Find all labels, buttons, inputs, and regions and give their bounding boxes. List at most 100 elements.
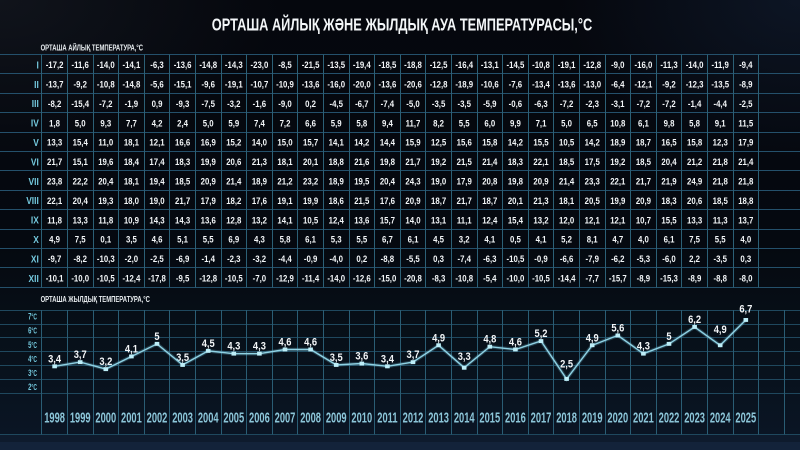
svg-text:4,0: 4,0 (740, 234, 751, 245)
svg-text:-21,5: -21,5 (302, 59, 320, 70)
svg-text:14,0: 14,0 (252, 137, 267, 148)
svg-text:23,8: 23,8 (47, 176, 62, 187)
svg-text:5,0: 5,0 (203, 118, 214, 129)
svg-text:2011: 2011 (377, 409, 397, 426)
svg-text:13,3: 13,3 (47, 137, 62, 148)
svg-text:5,5: 5,5 (459, 118, 470, 129)
svg-text:8,1: 8,1 (587, 234, 598, 245)
svg-text:-2,3: -2,3 (585, 98, 599, 109)
svg-text:3,7: 3,7 (74, 349, 87, 361)
svg-text:16,5: 16,5 (661, 137, 676, 148)
svg-text:21,7: 21,7 (457, 195, 472, 206)
svg-text:21,4: 21,4 (738, 156, 753, 167)
svg-text:2,4: 2,4 (177, 118, 188, 129)
svg-text:20,4: 20,4 (661, 156, 676, 167)
svg-text:-13,5: -13,5 (327, 59, 345, 70)
svg-text:2005: 2005 (223, 409, 244, 426)
svg-text:2008: 2008 (300, 409, 321, 426)
svg-text:-16,0: -16,0 (635, 59, 653, 70)
svg-text:-3,1: -3,1 (611, 98, 625, 109)
svg-text:4,2: 4,2 (152, 118, 163, 129)
svg-text:18,2: 18,2 (226, 195, 241, 206)
svg-text:-1,4: -1,4 (201, 253, 215, 264)
svg-text:2024: 2024 (710, 409, 731, 426)
svg-text:ОРТАША АЙЛЫҚ ТЕМПЕРАТУРА,°С: ОРТАША АЙЛЫҚ ТЕМПЕРАТУРА,°С (41, 42, 143, 52)
svg-text:-18,8: -18,8 (404, 59, 422, 70)
svg-text:-19,4: -19,4 (353, 59, 371, 70)
svg-text:-12,6: -12,6 (353, 273, 371, 284)
svg-text:21,8: 21,8 (738, 176, 753, 187)
svg-text:-4,4: -4,4 (278, 253, 292, 264)
svg-text:-6,9: -6,9 (176, 253, 190, 264)
svg-text:22,1: 22,1 (47, 195, 62, 206)
svg-text:-2,3: -2,3 (227, 253, 241, 264)
svg-text:-16,4: -16,4 (455, 59, 473, 70)
svg-text:5,5: 5,5 (203, 234, 214, 245)
svg-text:-13,6: -13,6 (379, 79, 397, 90)
svg-text:-7,7: -7,7 (585, 273, 599, 284)
svg-text:-7,4: -7,4 (457, 253, 471, 264)
svg-text:15,7: 15,7 (303, 137, 318, 148)
svg-text:20,9: 20,9 (201, 176, 216, 187)
svg-text:-19,1: -19,1 (225, 79, 243, 90)
svg-text:5,0: 5,0 (75, 118, 86, 129)
svg-text:6,1: 6,1 (664, 234, 675, 245)
svg-text:19,4: 19,4 (149, 176, 164, 187)
svg-text:-13,0: -13,0 (583, 79, 601, 90)
svg-text:11,8: 11,8 (98, 215, 113, 226)
svg-text:20,6: 20,6 (687, 195, 702, 206)
svg-text:0,9: 0,9 (152, 98, 163, 109)
svg-text:-9,0: -9,0 (611, 59, 625, 70)
svg-text:4°C: 4°C (28, 353, 37, 364)
svg-text:-10,8: -10,8 (455, 273, 473, 284)
svg-text:15,4: 15,4 (73, 137, 88, 148)
svg-text:-7,9: -7,9 (585, 253, 599, 264)
svg-text:4,6: 4,6 (279, 337, 292, 349)
svg-text:14,1: 14,1 (277, 215, 292, 226)
svg-text:15,8: 15,8 (687, 137, 702, 148)
svg-text:-8,9: -8,9 (688, 273, 702, 284)
svg-text:-9,3: -9,3 (176, 98, 190, 109)
svg-text:-3,2: -3,2 (227, 98, 241, 109)
svg-text:2025: 2025 (735, 409, 756, 426)
svg-text:XII: XII (29, 273, 39, 285)
svg-text:19,9: 19,9 (610, 195, 625, 206)
svg-text:2010: 2010 (351, 409, 372, 426)
svg-text:-15,4: -15,4 (71, 98, 89, 109)
svg-text:13,2: 13,2 (533, 215, 548, 226)
svg-text:-9,6: -9,6 (201, 79, 215, 90)
svg-text:18,5: 18,5 (559, 156, 574, 167)
svg-text:XI: XI (31, 254, 39, 266)
svg-text:6,7: 6,7 (382, 234, 393, 245)
svg-text:24,3: 24,3 (405, 176, 420, 187)
svg-text:-1,9: -1,9 (125, 98, 139, 109)
svg-text:-5,3: -5,3 (637, 253, 651, 264)
svg-text:ОРТАША АЙЛЫҚ ЖӘНЕ ЖЫЛДЫҚ АУА Т: ОРТАША АЙЛЫҚ ЖӘНЕ ЖЫЛДЫҚ АУА ТЕМПЕРАТУРА… (212, 14, 592, 35)
svg-text:16,9: 16,9 (201, 137, 216, 148)
svg-text:-10,5: -10,5 (532, 273, 550, 284)
svg-text:21,8: 21,8 (713, 176, 728, 187)
svg-text:18,1: 18,1 (124, 176, 139, 187)
svg-text:-20,6: -20,6 (404, 79, 422, 90)
svg-text:5,2: 5,2 (535, 328, 548, 340)
svg-text:-23,0: -23,0 (251, 59, 269, 70)
svg-text:3,3: 3,3 (458, 351, 471, 363)
svg-text:IV: IV (31, 118, 40, 130)
svg-text:4,6: 4,6 (509, 337, 522, 349)
svg-text:3°C: 3°C (28, 367, 37, 378)
svg-text:10,5: 10,5 (559, 137, 574, 148)
svg-text:-8,5: -8,5 (278, 59, 292, 70)
svg-text:-12,8: -12,8 (583, 59, 601, 70)
svg-text:4,3: 4,3 (254, 234, 265, 245)
svg-text:-14,0: -14,0 (686, 59, 704, 70)
svg-text:1,8: 1,8 (49, 118, 60, 129)
svg-text:17,5: 17,5 (585, 156, 600, 167)
svg-text:13,6: 13,6 (354, 215, 369, 226)
svg-text:-5,9: -5,9 (483, 98, 497, 109)
svg-text:18,5: 18,5 (713, 195, 728, 206)
svg-text:17,4: 17,4 (149, 156, 164, 167)
svg-text:4,3: 4,3 (227, 341, 240, 353)
svg-text:-13,1: -13,1 (481, 59, 499, 70)
svg-text:5,9: 5,9 (228, 118, 239, 129)
svg-text:18,7: 18,7 (482, 195, 497, 206)
